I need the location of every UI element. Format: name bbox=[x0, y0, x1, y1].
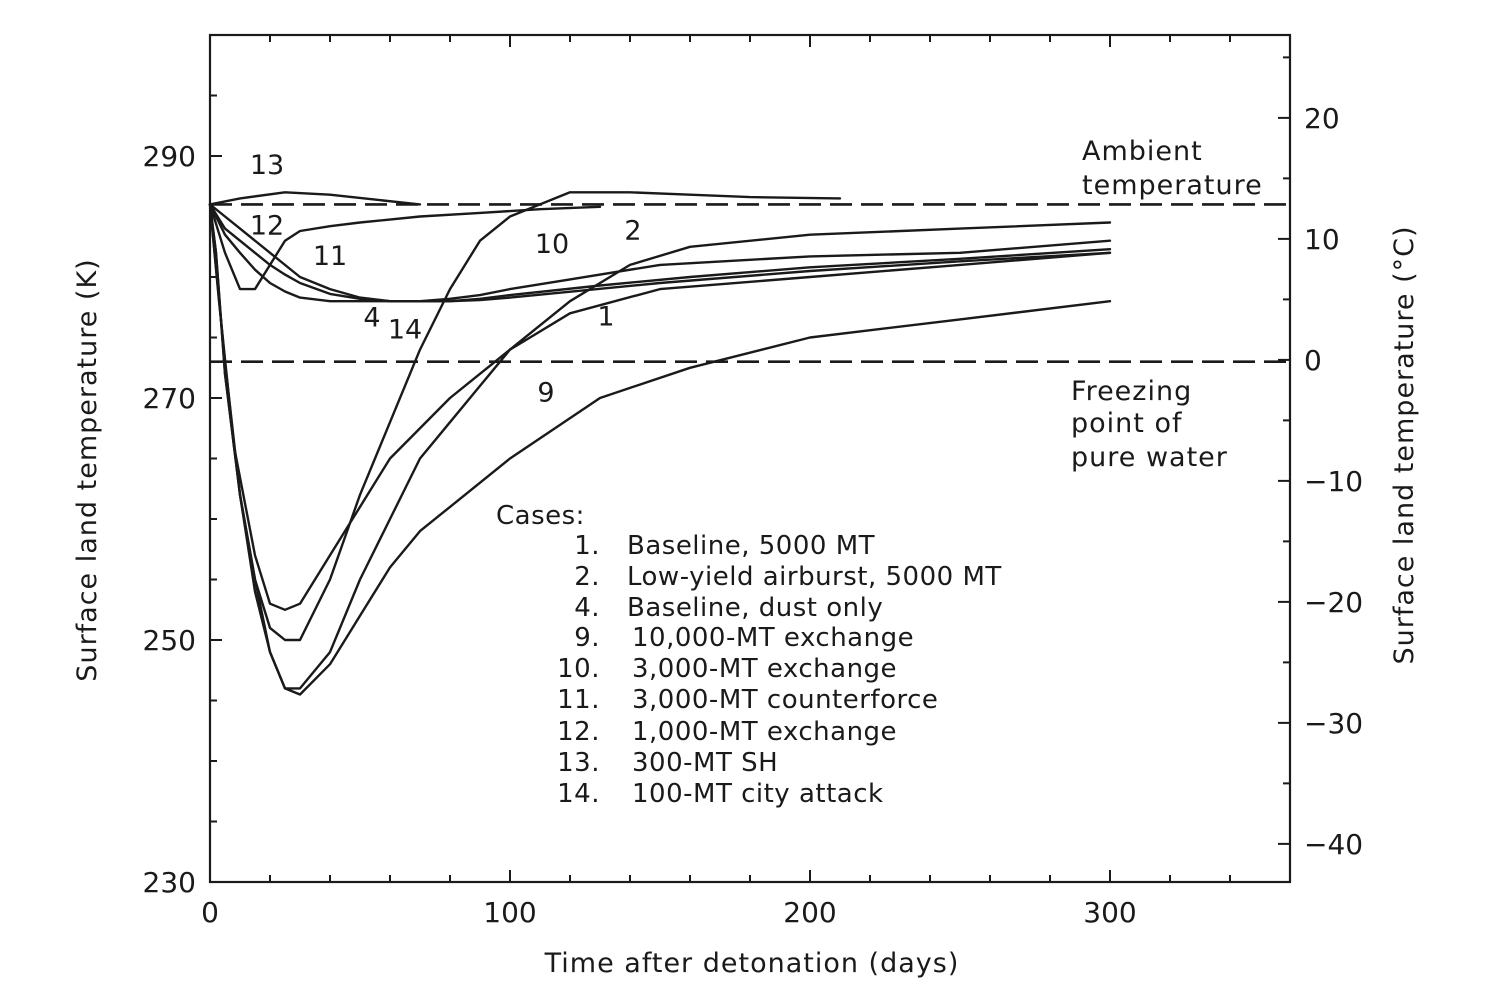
legend-text-11: 3,000-MT counterforce bbox=[632, 685, 938, 715]
curve-label-1: 1 bbox=[597, 301, 614, 332]
legend-num-12: 12. bbox=[557, 717, 600, 747]
x-tick-label: 200 bbox=[783, 896, 836, 929]
legend-text-10: 3,000-MT exchange bbox=[632, 654, 897, 684]
curve-label-2: 2 bbox=[624, 215, 641, 246]
y2-tick-label: −10 bbox=[1304, 465, 1363, 498]
legend-num-13: 13. bbox=[557, 748, 600, 778]
legend-num-4: 4. bbox=[574, 593, 600, 623]
curve-label-12: 12 bbox=[250, 211, 284, 242]
legend-text-12: 1,000-MT exchange bbox=[632, 717, 897, 747]
y-tick-label: 230 bbox=[143, 866, 196, 899]
curve-label-13: 13 bbox=[250, 150, 284, 181]
y2-tick-label: −30 bbox=[1304, 707, 1363, 740]
legend-num-9: 9. bbox=[574, 623, 600, 653]
legend-text-9: 10,000-MT exchange bbox=[632, 623, 914, 653]
series-lines bbox=[208, 191, 1112, 696]
freezing-annotation-line2: point of bbox=[1071, 408, 1183, 439]
y2-tick-label: 20 bbox=[1304, 102, 1340, 135]
y-tick-label: 270 bbox=[143, 382, 196, 415]
x-axis-title: Time after detonation (days) bbox=[544, 948, 960, 979]
curve-label-14: 14 bbox=[388, 315, 422, 346]
x-tick-label: 100 bbox=[483, 896, 536, 929]
series-line-case-2 bbox=[208, 203, 1112, 611]
legend-num-11: 11. bbox=[557, 685, 600, 715]
curve-label-9: 9 bbox=[537, 378, 554, 409]
legend-text-2: Low-yield airburst, 5000 MT bbox=[627, 562, 1002, 592]
curve-label-10: 10 bbox=[535, 229, 569, 260]
series-line-case-10 bbox=[208, 191, 842, 642]
curve-label-4: 4 bbox=[363, 303, 380, 334]
legend-text-14: 100-MT city attack bbox=[632, 779, 884, 809]
y-tick-label: 250 bbox=[143, 624, 196, 657]
legend-num-2: 2. bbox=[574, 562, 600, 592]
x-axis: 0 100 200 300 bbox=[201, 35, 1291, 929]
x-tick-label: 0 bbox=[201, 896, 219, 929]
x-tick-label: 300 bbox=[1083, 896, 1136, 929]
ambient-annotation-line1: Ambient bbox=[1082, 136, 1203, 167]
legend-text-13: 300-MT SH bbox=[632, 748, 778, 778]
legend-num-14: 14. bbox=[557, 779, 600, 809]
legend-text-4: Baseline, dust only bbox=[627, 593, 883, 623]
y-axis-left: 230 250 270 290 bbox=[143, 34, 222, 899]
y-tick-label: 290 bbox=[143, 140, 196, 173]
y2-tick-label: 10 bbox=[1304, 223, 1340, 256]
y2-tick-label: −20 bbox=[1304, 586, 1363, 619]
ambient-annotation-line2: temperature bbox=[1082, 170, 1263, 201]
series-line-case-11 bbox=[208, 203, 602, 291]
y2-tick-label: 0 bbox=[1304, 344, 1322, 377]
legend-num-1: 1. bbox=[574, 531, 600, 561]
reference-lines bbox=[210, 203, 1290, 364]
series-line-case-13 bbox=[208, 191, 422, 206]
curve-label-11: 11 bbox=[313, 241, 347, 272]
freezing-annotation-line3: pure water bbox=[1071, 442, 1228, 473]
y2-axis-title: Surface land temperature (°C) bbox=[1389, 225, 1420, 664]
series-line-case-14 bbox=[208, 203, 1112, 303]
y-axis-title: Surface land temperature (K) bbox=[72, 258, 103, 681]
legend-title: Cases: bbox=[496, 501, 585, 531]
freezing-annotation-line1: Freezing bbox=[1071, 376, 1192, 407]
y2-tick-label: −40 bbox=[1304, 828, 1363, 861]
y-axis-right: −40 −30 −20 −10 0 10 20 bbox=[1278, 56, 1363, 861]
legend-text-1: Baseline, 5000 MT bbox=[627, 531, 875, 561]
legend-num-10: 10. bbox=[557, 654, 600, 684]
curve-labels: 13 12 11 10 2 4 14 1 9 bbox=[250, 150, 642, 408]
legend: Cases: 1. Baseline, 5000 MT 2. Low-yield… bbox=[496, 501, 1002, 809]
